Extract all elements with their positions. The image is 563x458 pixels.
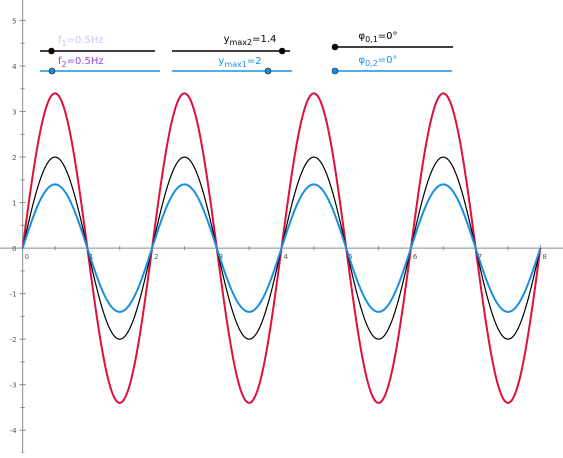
x-tick-label: 7	[478, 253, 482, 261]
slider-label: f2=0.5Hz	[58, 56, 104, 69]
slider-handle[interactable]	[48, 67, 56, 75]
slider-label: f1=0.5Hz	[58, 35, 104, 48]
slider-label: φ0,2=0°	[358, 55, 397, 68]
slider-handle[interactable]	[331, 67, 339, 75]
x-tick-label: 1	[89, 253, 93, 261]
y-tick-label: 0	[12, 245, 16, 253]
slider-phi02[interactable]: φ0,2=0°	[331, 55, 452, 75]
slider-label: φ0,1=0°	[358, 31, 397, 44]
slider-label: ymax1=2	[218, 56, 261, 69]
slider-label: ymax2=1.4	[224, 34, 277, 47]
y-tick-label: -1	[10, 291, 17, 299]
curve-wave2	[21, 183, 542, 313]
x-tick-label: 8	[542, 253, 546, 261]
x-tick-label: 6	[413, 253, 418, 261]
y-tick-label: 3	[12, 109, 16, 117]
slider-handle[interactable]	[48, 47, 55, 55]
x-tick-label: 5	[348, 253, 352, 261]
slider-handle[interactable]	[278, 47, 286, 55]
y-tick-label: 1	[12, 200, 16, 208]
x-tick-label: 3	[219, 253, 223, 261]
y-tick-label: -3	[10, 382, 17, 390]
y-tick-label: 4	[12, 63, 17, 71]
slider-f1[interactable]: f1=0.5Hz	[40, 35, 155, 55]
slider-ymax1[interactable]: ymax1=2	[172, 56, 292, 75]
y-tick-label: 2	[12, 154, 16, 162]
y-tick-label: -4	[10, 427, 18, 435]
x-tick-label: 0	[25, 253, 29, 261]
curves	[21, 92, 542, 404]
x-tick-label: 4	[284, 253, 289, 261]
x-tick-label: 2	[154, 253, 158, 261]
slider-handle[interactable]	[264, 67, 272, 75]
slider-ymax2[interactable]: ymax2=1.4	[172, 34, 290, 55]
slider-handle[interactable]	[331, 43, 339, 51]
sliders: f1=0.5Hz f2=0.5Hz ymax2=1.4 ymax1=2 φ0,1=0° φ…	[40, 31, 453, 75]
y-tick-label: -2	[10, 336, 17, 344]
slider-phi01[interactable]: φ0,1=0°	[331, 31, 453, 51]
slider-f2[interactable]: f2=0.5Hz	[40, 56, 160, 75]
y-tick-label: 5	[12, 17, 16, 25]
